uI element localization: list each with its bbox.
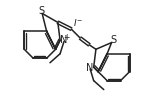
Text: S: S	[110, 35, 116, 45]
Text: I$^-$: I$^-$	[73, 17, 83, 28]
Text: N: N	[86, 63, 94, 73]
Text: S: S	[39, 6, 45, 16]
Text: N: N	[60, 35, 68, 45]
Text: +: +	[63, 33, 70, 42]
